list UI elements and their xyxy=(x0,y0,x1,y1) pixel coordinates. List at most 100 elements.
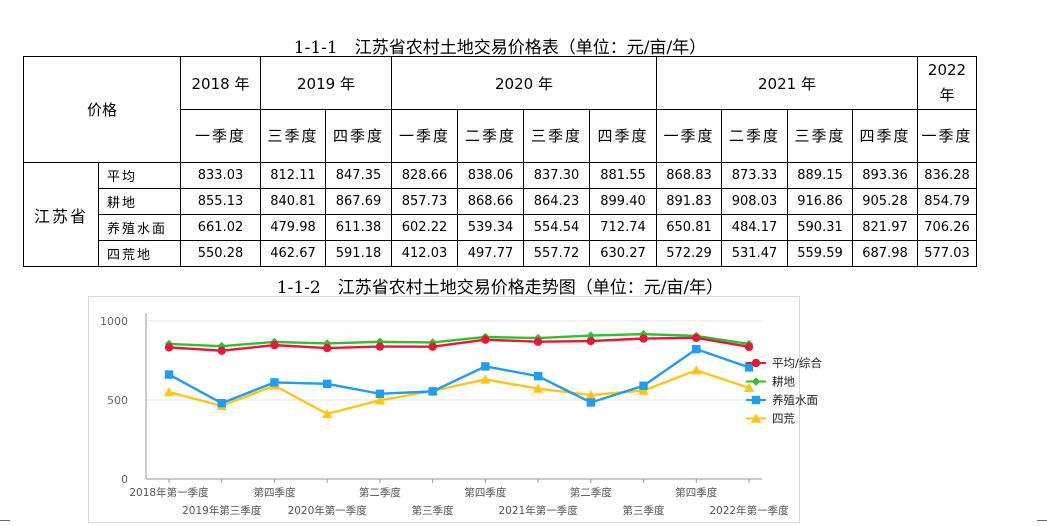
x-tick-label: 第四季度 xyxy=(464,486,506,499)
x-tick-label: 第三季度 xyxy=(623,504,665,517)
legend-label: 四荒 xyxy=(772,412,795,426)
table-cell: 868.83 xyxy=(656,162,722,189)
page-corner-mark xyxy=(0,520,10,521)
table-cell: 412.03 xyxy=(391,240,458,267)
data-point xyxy=(428,342,437,351)
table-cell: 873.33 xyxy=(721,162,788,189)
data-point xyxy=(374,395,386,405)
quarter-header: 三季度 xyxy=(260,109,326,163)
x-tick-label: 2019年第三季度 xyxy=(182,504,262,517)
province-label: 江苏省 xyxy=(23,162,99,267)
x-tick-label: 2020年第一季度 xyxy=(288,504,368,517)
table-cell: 661.02 xyxy=(180,214,261,241)
data-point xyxy=(639,334,648,343)
chart-title: 1-1-2 江苏省农村土地交易价格走势图（单位：元/亩/年） xyxy=(276,278,724,298)
y-tick-label: 500 xyxy=(107,394,128,407)
data-point xyxy=(322,379,332,389)
table-row: 江苏省 平均 833.03 812.11 847.35 828.66 838.06 837.3… xyxy=(23,162,977,267)
data-point xyxy=(428,387,437,396)
quarter-header: 三季度 xyxy=(523,109,590,163)
data-point xyxy=(217,398,226,408)
table-cell: 857.73 xyxy=(391,188,458,215)
table-cell: 539.34 xyxy=(457,214,524,241)
table-cell: 854.79 xyxy=(917,188,977,215)
data-point xyxy=(744,363,754,372)
table-cell: 462.67 xyxy=(260,240,326,267)
data-point xyxy=(692,333,701,343)
data-point xyxy=(586,398,596,407)
data-point xyxy=(164,370,174,379)
legend-marker xyxy=(751,358,761,368)
data-point xyxy=(639,329,648,339)
page-corner-mark xyxy=(1037,520,1047,521)
table-cell: 916.86 xyxy=(787,188,853,215)
legend-marker xyxy=(751,377,761,386)
table-cell: 847.35 xyxy=(325,162,392,189)
table-row: 养殖水面 661.02 479.98 611.38 602.22 539.34 554.54… xyxy=(24,214,977,241)
data-point xyxy=(692,344,701,354)
year-header: 2021 年 xyxy=(656,56,918,110)
data-point xyxy=(743,382,755,393)
table-cell: 557.72 xyxy=(523,240,590,267)
price-table: 价格 2018 年 2019 年 2020 年 2021 年 2022 年 一季… xyxy=(23,56,977,267)
series-line xyxy=(168,336,750,352)
quarter-header: 四季度 xyxy=(589,109,657,163)
series-line xyxy=(168,347,750,405)
table-cell: 905.28 xyxy=(852,188,918,215)
quarter-header: 一季度 xyxy=(180,109,261,163)
data-point xyxy=(586,336,596,346)
table-cell: 706.26 xyxy=(917,214,977,241)
legend-marker xyxy=(751,395,761,405)
table-cell: 650.81 xyxy=(656,214,722,241)
table-cell: 554.54 xyxy=(523,214,590,241)
data-point xyxy=(481,362,490,371)
legend-label: 耕地 xyxy=(772,375,795,389)
year-header: 2020 年 xyxy=(391,56,657,110)
table-cell: 867.69 xyxy=(325,188,392,215)
data-point xyxy=(638,385,649,395)
data-point xyxy=(639,381,648,390)
y-tick-label: 0 xyxy=(121,473,128,486)
table-cell: 899.40 xyxy=(589,188,657,215)
legend-label: 养殖水面 xyxy=(772,393,818,407)
data-point xyxy=(163,386,175,397)
row-label: 平均 xyxy=(98,162,181,189)
table-cell: 908.03 xyxy=(721,188,788,215)
year-header: 2018 年 xyxy=(180,56,261,110)
table-cell: 559.59 xyxy=(787,240,853,267)
year-header: 2022 年 xyxy=(917,56,977,110)
y-tick-label: 1000 xyxy=(100,315,128,328)
table-cell: 630.27 xyxy=(589,240,657,267)
chart-area: 0 500 1000 2018年第一季度 2019年第三季度 第四季度 2020年第一季度 第… xyxy=(88,296,822,523)
table-row: 四荒地 550.28 462.67 591.18 412.03 497.77 557.72 6… xyxy=(24,240,977,267)
row-label: 耕地 xyxy=(98,188,181,215)
table-cell: 712.74 xyxy=(589,214,657,241)
quarter-header: 二季度 xyxy=(721,109,788,163)
table-cell: 833.03 xyxy=(180,162,261,189)
x-tick-label: 2018年第一季度 xyxy=(129,486,209,499)
table-cell: 812.11 xyxy=(260,162,326,189)
x-tick-label: 2021年第一季度 xyxy=(498,504,578,517)
table-cell: 838.06 xyxy=(457,162,524,189)
data-point xyxy=(532,383,544,393)
table-cell: 893.36 xyxy=(852,162,918,189)
data-point xyxy=(322,343,332,353)
table-cell: 836.28 xyxy=(917,162,977,189)
quarter-header: 二季度 xyxy=(457,109,524,163)
data-point xyxy=(270,340,279,350)
quarter-header: 三季度 xyxy=(787,109,853,163)
table-cell: 828.66 xyxy=(391,162,458,189)
corner-header: 价格 xyxy=(23,56,181,163)
quarter-header: 一季度 xyxy=(917,109,977,163)
quarter-header: 一季度 xyxy=(656,109,722,163)
table-cell: 881.55 xyxy=(589,162,657,189)
data-point xyxy=(585,389,597,400)
table-cell: 572.29 xyxy=(656,240,722,267)
data-point xyxy=(270,378,279,387)
table-cell: 497.77 xyxy=(457,240,524,267)
x-tick-label: 第四季度 xyxy=(675,486,717,499)
table-cell: 550.28 xyxy=(180,240,261,267)
table-cell: 602.22 xyxy=(391,214,458,241)
table-cell: 840.81 xyxy=(260,188,326,215)
table-cell: 889.15 xyxy=(787,162,853,189)
